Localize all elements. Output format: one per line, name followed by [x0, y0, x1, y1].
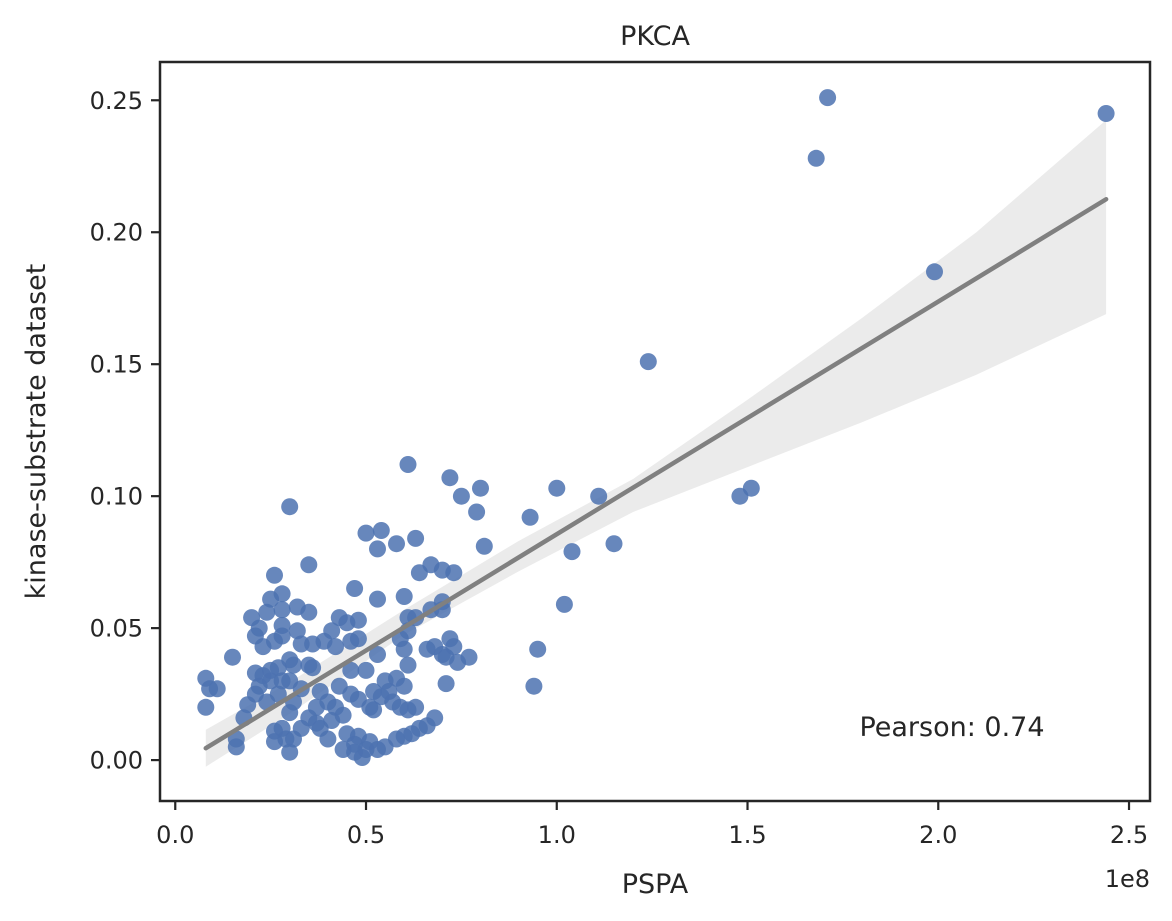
- data-point: [300, 603, 318, 621]
- pearson-annotation: Pearson: 0.74: [859, 712, 1044, 743]
- data-point: [399, 456, 417, 473]
- data-point: [529, 640, 547, 658]
- data-point: [441, 469, 459, 487]
- data-point: [357, 661, 375, 679]
- data-point: [407, 529, 425, 547]
- data-point: [346, 580, 364, 597]
- y-tick-label: 0.15: [90, 351, 143, 379]
- data-point: [281, 743, 299, 761]
- data-point: [525, 677, 543, 695]
- data-point: [269, 685, 287, 703]
- y-tick-label: 0.25: [90, 87, 143, 115]
- data-point: [273, 601, 291, 619]
- data-point: [475, 537, 493, 555]
- data-point: [563, 543, 581, 561]
- data-point: [323, 622, 341, 640]
- data-point: [349, 611, 367, 629]
- regression-line-layer: [203, 196, 1109, 751]
- x-tick-label: 2.5: [1110, 821, 1148, 849]
- data-point: [555, 595, 573, 613]
- data-point: [304, 659, 322, 677]
- data-point: [288, 622, 306, 640]
- data-point: [327, 638, 344, 656]
- data-point: [388, 535, 405, 553]
- data-point: [807, 149, 825, 167]
- data-point: [426, 709, 444, 727]
- data-point: [369, 590, 386, 608]
- data-point: [407, 698, 425, 716]
- data-point: [369, 540, 386, 558]
- data-point: [266, 566, 283, 584]
- points-layer: [197, 89, 1115, 766]
- regression-line: [203, 196, 1109, 751]
- x-tick-label: 1.5: [728, 821, 766, 849]
- data-point: [445, 564, 463, 582]
- data-point: [258, 603, 276, 621]
- data-point: [742, 479, 760, 497]
- data-point: [365, 701, 383, 719]
- data-point: [445, 638, 463, 656]
- data-point: [819, 89, 837, 107]
- data-point: [395, 677, 413, 695]
- data-point: [369, 646, 386, 663]
- data-point: [460, 648, 478, 666]
- plot-frame: [158, 60, 1152, 803]
- data-point: [227, 738, 245, 756]
- data-point: [334, 706, 352, 724]
- data-point: [1097, 105, 1115, 122]
- data-point: [357, 524, 375, 542]
- x-axis-title: PSPA: [622, 869, 689, 900]
- data-point: [548, 479, 566, 497]
- y-axis: 0.00 0.05 0.10 0.15 0.20 0.25: [90, 87, 160, 775]
- data-point: [342, 661, 360, 679]
- data-point: [399, 656, 417, 674]
- x-tick-label: 2.0: [919, 821, 957, 849]
- x-tick-label: 0.5: [347, 821, 385, 849]
- data-point: [605, 535, 623, 553]
- data-point: [208, 680, 226, 698]
- y-tick-label: 0.05: [90, 615, 143, 643]
- y-tick-label: 0.10: [90, 483, 143, 511]
- data-point: [437, 675, 455, 693]
- data-point: [639, 353, 657, 371]
- y-axis-title: kinase-substrate dataset: [21, 264, 52, 600]
- data-point: [521, 508, 539, 526]
- data-point: [926, 263, 943, 281]
- data-point: [281, 498, 299, 516]
- data-point: [472, 479, 489, 497]
- data-point: [395, 588, 413, 605]
- data-point: [468, 503, 486, 521]
- y-tick-label: 0.00: [90, 747, 143, 775]
- data-point: [452, 487, 470, 505]
- data-point: [300, 556, 318, 574]
- y-tick-label: 0.20: [90, 219, 143, 247]
- data-point: [197, 698, 215, 716]
- data-point: [273, 585, 291, 603]
- data-point: [224, 648, 241, 666]
- x-tick-label: 0.0: [156, 821, 194, 849]
- data-point: [273, 627, 291, 645]
- data-point: [285, 656, 302, 674]
- data-point: [372, 522, 390, 539]
- x-tick-label: 1.0: [538, 821, 576, 849]
- x-axis-scale-label: 1e8: [1105, 865, 1150, 893]
- chart-title: PKCA: [620, 21, 690, 52]
- data-point: [319, 730, 337, 748]
- data-point: [349, 630, 367, 648]
- data-point: [250, 619, 268, 637]
- x-axis: 0.0 0.5 1.0 1.5 2.0 2.5: [156, 801, 1148, 849]
- data-point: [590, 487, 608, 505]
- data-point: [395, 640, 413, 658]
